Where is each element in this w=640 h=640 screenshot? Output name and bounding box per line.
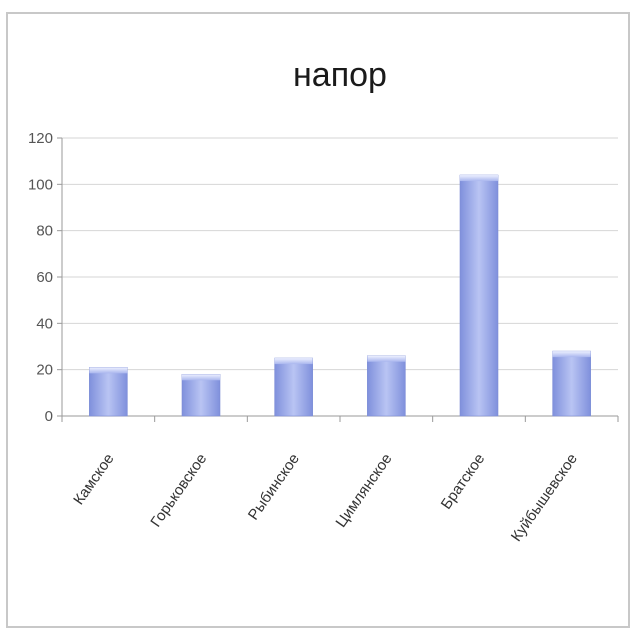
chart-title: напор	[293, 56, 387, 94]
y-tick-label: 40	[36, 315, 53, 332]
bar	[367, 355, 406, 417]
bar-body	[181, 373, 221, 417]
bar-cap	[367, 355, 406, 362]
y-tick-label: 60	[36, 269, 53, 286]
bar	[459, 174, 499, 417]
bar-body	[367, 355, 406, 417]
x-tick-label: Братское	[438, 451, 489, 513]
x-tick-label: Горьковское	[147, 451, 210, 531]
bar-body	[552, 350, 591, 417]
bar	[552, 350, 591, 417]
bar	[181, 373, 221, 417]
y-tick-label: 0	[45, 408, 53, 425]
y-tick-label: 80	[36, 223, 53, 240]
y-tick-label: 100	[28, 176, 53, 193]
x-tick-label: Рыбинское	[245, 451, 303, 524]
bar	[89, 367, 128, 417]
bar-body	[459, 174, 499, 417]
bar-cap	[89, 367, 128, 374]
x-tick-label: Цимлянское	[332, 451, 395, 531]
bar-cap	[460, 175, 498, 182]
bar-cap	[274, 358, 313, 365]
y-tick-label: 20	[36, 362, 53, 379]
bar-cap	[552, 351, 591, 358]
chart-frame	[6, 12, 630, 628]
bar-cap	[182, 374, 220, 381]
bar-body	[274, 357, 313, 417]
x-tick-label: Куйбышевское	[508, 451, 581, 545]
bar-body	[89, 367, 128, 417]
x-tick-label: Камское	[70, 451, 117, 509]
bar	[274, 357, 313, 417]
y-tick-label: 120	[28, 130, 53, 147]
